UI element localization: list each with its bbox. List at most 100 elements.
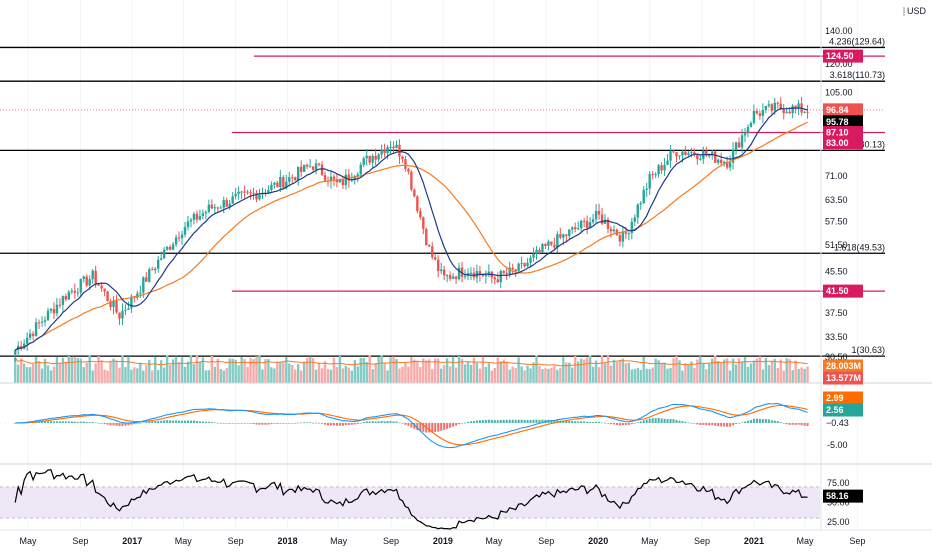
volume-bar [189, 355, 193, 383]
volume-bar [416, 360, 419, 383]
volume-bar [157, 370, 160, 383]
macd-histogram-bar [169, 420, 172, 423]
macd-histogram-bar [666, 419, 669, 423]
candle-body [434, 257, 437, 260]
volume-ma-badge-text: 28.003M [826, 361, 861, 371]
macd-histogram-bar [705, 423, 708, 426]
volume-bar [377, 356, 380, 383]
macd-histogram-bar [148, 421, 151, 423]
level-83-badge-text: 83.00 [826, 138, 849, 148]
macd-histogram-bar [130, 423, 133, 425]
volume-bar [374, 363, 377, 383]
macd-histogram-bar [523, 419, 526, 423]
macd-histogram-bar [648, 418, 651, 423]
candle-body [752, 110, 756, 123]
candle-body [776, 102, 779, 104]
candle-body [67, 291, 71, 300]
candle-body [317, 163, 321, 165]
candle-body [365, 155, 368, 159]
macd-histogram-bar [464, 422, 467, 424]
macd-histogram-bar [124, 423, 127, 426]
level-41-badge [823, 284, 863, 298]
candle-body [445, 275, 449, 277]
volume-bar [437, 358, 440, 383]
macd-histogram-bar [609, 423, 612, 425]
volume-bar [594, 360, 598, 383]
time-axis-label: Sep [694, 536, 710, 546]
macd-histogram-bar [136, 423, 139, 424]
macd-histogram-bar [615, 423, 618, 425]
candle-body [73, 290, 77, 293]
volume-bar [478, 368, 482, 383]
macd-histogram-bar [758, 419, 761, 423]
volume-bar [353, 360, 356, 383]
macd-histogram-bar [213, 422, 216, 424]
volume-bar [228, 358, 231, 383]
volume-bar [615, 361, 619, 383]
volume-bar [124, 367, 127, 383]
macd-histogram-bar [604, 422, 607, 424]
candle-body [645, 188, 648, 190]
fib-level-label: 1.618(49.53) [834, 242, 885, 252]
candle-body [249, 192, 252, 194]
volume-bar [630, 369, 634, 383]
macd-histogram-bar [332, 423, 335, 426]
macd-histogram-bar [58, 421, 61, 423]
candle-body [660, 165, 663, 171]
macd-histogram-bar [309, 422, 312, 424]
rsi-axis-label: 25.00 [827, 517, 850, 527]
candle-body [246, 191, 249, 193]
macd-histogram-bar [70, 421, 73, 423]
price-axis-label: 33.50 [825, 332, 848, 342]
candle-body [499, 271, 502, 283]
candle-body [743, 133, 747, 136]
candle-body [270, 184, 273, 190]
volume-bar [264, 359, 267, 383]
volume-bar [207, 370, 211, 383]
macd-histogram-bar [52, 421, 55, 423]
volume-bar [728, 370, 732, 383]
macd-histogram-bar [508, 419, 511, 423]
volume-bar [746, 366, 750, 383]
price-axis-label: 51.50 [825, 240, 848, 250]
volume-bar [472, 357, 476, 383]
volume-bar [159, 360, 163, 383]
volume-bar [142, 370, 145, 383]
volume-bar [356, 366, 359, 383]
candle-body [58, 304, 62, 306]
macd-histogram-bar [326, 423, 329, 426]
candle-body [675, 152, 678, 157]
macd-histogram-bar [606, 423, 609, 424]
macd-histogram-bar [100, 423, 103, 424]
volume-bar [398, 368, 401, 383]
macd-histogram-bar [687, 422, 690, 424]
volume-bar [493, 368, 496, 383]
price-axis-label: 57.50 [825, 216, 848, 226]
macd-histogram-bar [681, 421, 684, 423]
volume-bar [785, 358, 788, 383]
candle-body [252, 192, 255, 194]
macd-histogram-bar [729, 423, 732, 427]
macd-histogram-bar [115, 423, 118, 426]
slow-moving-average-line [14, 121, 808, 351]
volume-bar [565, 362, 568, 383]
macd-histogram-bar [219, 423, 222, 424]
macd-histogram-bar [166, 420, 169, 423]
candle-body [758, 113, 762, 116]
macd-histogram-bar [755, 418, 758, 423]
candle-body [231, 196, 234, 204]
price-axis-label: 30.50 [825, 352, 848, 362]
macd-histogram-bar [318, 422, 321, 424]
volume-bar [389, 357, 392, 383]
volume-bar [148, 359, 151, 383]
candle-body [288, 177, 291, 182]
candle-body [711, 151, 714, 156]
macd-histogram-bar [175, 420, 178, 423]
currency-label: USD [907, 6, 927, 16]
volume-bar [544, 368, 547, 383]
volume-bar [702, 363, 705, 383]
macd-histogram-bar [550, 420, 553, 423]
candle-body [740, 135, 744, 148]
